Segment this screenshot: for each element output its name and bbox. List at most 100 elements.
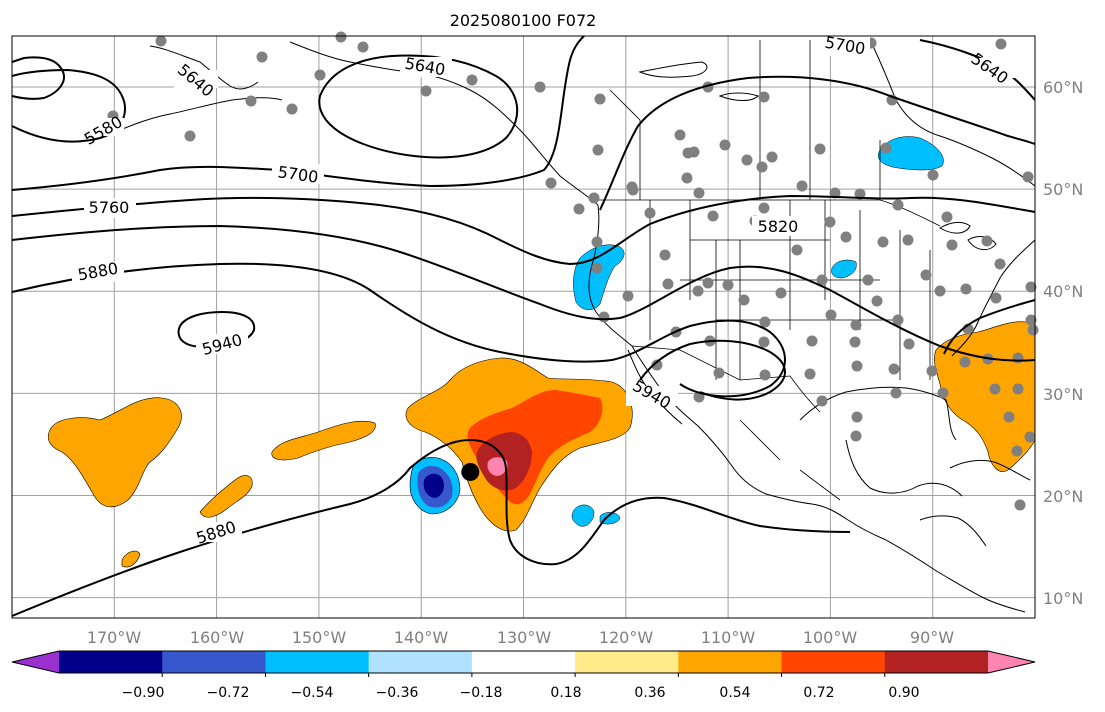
station-dot bbox=[796, 180, 808, 192]
station-dot bbox=[1027, 324, 1039, 336]
station-dot bbox=[946, 239, 958, 251]
station-dot bbox=[766, 151, 778, 163]
colorbar-label-3: −0.36 bbox=[376, 685, 419, 701]
station-dot bbox=[155, 35, 167, 47]
contour-5640-gulf bbox=[318, 54, 519, 159]
station-dot bbox=[738, 294, 750, 306]
colorbar-label-6: 0.36 bbox=[634, 685, 665, 701]
station-dot bbox=[286, 103, 298, 115]
station-dot bbox=[941, 211, 953, 223]
anomaly-patch-blue-midwest bbox=[831, 259, 857, 279]
station-dot bbox=[466, 74, 478, 86]
station-dot bbox=[644, 207, 656, 219]
anomaly-patch-blue-small-2 bbox=[599, 512, 621, 525]
station-dot bbox=[850, 319, 862, 331]
station-dot bbox=[995, 38, 1007, 50]
lat-label-60: 60°N bbox=[1043, 78, 1083, 97]
station-dot bbox=[1012, 383, 1024, 395]
station-dot bbox=[825, 309, 837, 321]
station-dot bbox=[1025, 314, 1037, 326]
station-dot bbox=[890, 387, 902, 399]
colorbar-labels: −0.90 −0.72 −0.54 −0.36 −0.18 0.18 0.36 … bbox=[122, 685, 920, 701]
station-dot bbox=[816, 395, 828, 407]
lat-label-40: 40°N bbox=[1043, 282, 1083, 301]
lon-label-150w: 150°W bbox=[292, 628, 347, 647]
lon-label-100w: 100°W bbox=[803, 628, 858, 647]
station-dot bbox=[659, 249, 671, 261]
station-dot bbox=[420, 85, 432, 97]
colorbar-segment bbox=[781, 651, 886, 673]
coastlines bbox=[119, 39, 1036, 613]
anomaly-patch-orange-dot bbox=[121, 550, 141, 568]
station-dot bbox=[256, 51, 268, 63]
station-dot bbox=[592, 144, 604, 156]
lat-label-50: 50°N bbox=[1043, 180, 1083, 199]
lon-label-170w: 170°W bbox=[87, 628, 142, 647]
station-dot bbox=[850, 430, 862, 442]
contour-5580-closed bbox=[11, 56, 65, 100]
station-dot bbox=[990, 292, 1002, 304]
anomaly-patch-orange-strip bbox=[271, 420, 376, 461]
contour-5880-south bbox=[11, 438, 851, 617]
colorbar-segment bbox=[265, 651, 370, 673]
station-dot bbox=[722, 279, 734, 291]
station-dot bbox=[806, 335, 818, 347]
anomaly-patch-blue-hudson bbox=[878, 136, 944, 171]
station-dot bbox=[681, 172, 693, 184]
station-dot bbox=[627, 184, 639, 196]
map-frame bbox=[11, 35, 1036, 619]
station-dot bbox=[1024, 431, 1036, 443]
colorbar-segment bbox=[162, 651, 266, 673]
station-dot bbox=[357, 41, 369, 53]
station-dot bbox=[871, 295, 883, 307]
station-dot bbox=[1012, 352, 1024, 364]
station-dot bbox=[927, 169, 939, 181]
station-dot bbox=[534, 81, 546, 93]
station-dot bbox=[588, 192, 600, 204]
station-dot bbox=[851, 411, 863, 423]
station-dot bbox=[693, 187, 705, 199]
station-dot bbox=[981, 235, 993, 247]
station-dot bbox=[1025, 281, 1037, 293]
figure-title: 2025080100 F072 bbox=[450, 11, 597, 30]
political-borders bbox=[598, 40, 941, 501]
station-dot bbox=[989, 383, 1001, 395]
station-dot bbox=[713, 367, 725, 379]
station-dot bbox=[937, 387, 949, 399]
contour-5940-sw bbox=[639, 339, 786, 401]
colorbar-label-2: −0.54 bbox=[291, 685, 334, 701]
station-dot bbox=[707, 210, 719, 222]
station-dot bbox=[804, 368, 816, 380]
station-dot bbox=[791, 244, 803, 256]
station-dot bbox=[573, 203, 585, 215]
colorbar-label-0: −0.90 bbox=[122, 685, 165, 701]
station-dot bbox=[702, 277, 714, 289]
colorbar-extend-max bbox=[988, 651, 1035, 673]
station-dot bbox=[840, 231, 852, 243]
station-dot bbox=[994, 258, 1006, 270]
latitude-labels: 10°N 20°N 30°N 40°N 50°N 60°N bbox=[1043, 78, 1083, 608]
station-dot bbox=[1014, 499, 1026, 511]
station-dot bbox=[184, 130, 196, 142]
station-dot bbox=[888, 363, 900, 375]
contour-5640-west bbox=[11, 68, 127, 143]
anomaly-patch-navy-center bbox=[423, 473, 444, 498]
contour-5700-ne bbox=[599, 75, 1036, 211]
anomaly-patch-pink-central bbox=[487, 457, 508, 476]
station-dot bbox=[775, 287, 787, 299]
station-dot bbox=[880, 142, 892, 154]
colorbar-segment bbox=[884, 651, 989, 673]
lon-label-110w: 110°W bbox=[701, 628, 756, 647]
station-dot bbox=[591, 262, 603, 274]
colorbar-segment bbox=[678, 651, 783, 673]
station-dot bbox=[335, 31, 347, 43]
colorbar-extend-min bbox=[12, 651, 59, 673]
contour-5880-north bbox=[11, 262, 786, 398]
station-dot bbox=[759, 316, 771, 328]
station-dot bbox=[851, 360, 863, 372]
station-dot bbox=[892, 199, 904, 211]
colorbar-label-5: 0.18 bbox=[550, 685, 581, 701]
station-dot bbox=[903, 338, 915, 350]
station-dots bbox=[107, 31, 1039, 511]
